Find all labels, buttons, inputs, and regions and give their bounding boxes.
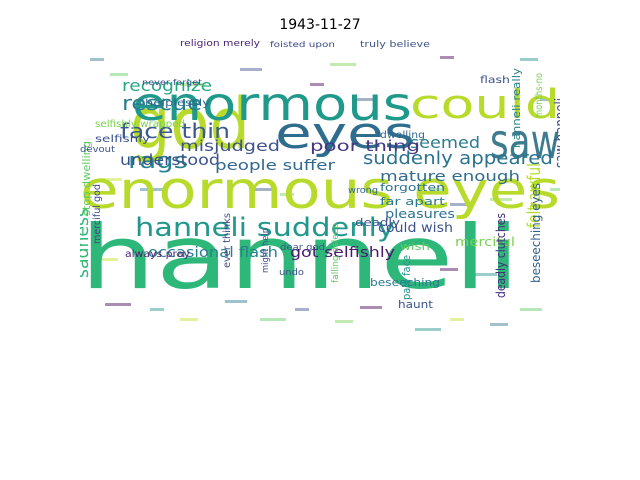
filler-word-mark	[430, 188, 444, 191]
cloud-word: stop dwelling	[80, 141, 93, 216]
cloud-word: beseeching	[370, 276, 440, 289]
cloud-word: misjudged	[180, 137, 280, 155]
cloud-word: deadly	[355, 216, 401, 229]
cloud-word: sadness	[80, 208, 93, 278]
filler-word-mark	[355, 98, 377, 101]
filler-word-mark	[450, 318, 464, 321]
filler-word-mark	[92, 258, 118, 261]
cloud-word: got selfishly	[290, 245, 395, 261]
cloud-word: haunt	[398, 298, 434, 311]
filler-word-mark	[450, 203, 468, 206]
filler-word-mark	[180, 318, 198, 321]
cloud-word: people suffer	[215, 158, 335, 174]
filler-word-mark	[330, 63, 356, 66]
filler-word-mark	[260, 318, 286, 321]
cloud-word: hanneli suddenly	[135, 213, 395, 243]
filler-word-mark	[310, 83, 324, 86]
cloud-word: dear god	[280, 243, 325, 253]
cloud-word: recognize	[122, 76, 212, 95]
cloud-word: hanneli really	[510, 67, 523, 148]
cloud-word: religion merely	[180, 39, 261, 49]
cloud-word: could wish	[378, 221, 453, 236]
figure-title: 1943-11-27	[279, 17, 361, 33]
cloud-word: falling asleep	[331, 223, 341, 283]
cloud-word: poor thing	[310, 137, 420, 155]
cloud-word: wrong	[348, 186, 378, 196]
filler-word-mark	[150, 308, 164, 311]
cloud-word: seemed	[410, 133, 480, 152]
cloud-word: face thin	[120, 119, 230, 143]
cloud-word: ever thinks	[222, 213, 233, 268]
cloud-word: months-no	[534, 73, 545, 118]
cloud-word: wish	[400, 240, 430, 253]
cloud-word: could	[410, 82, 560, 128]
cloud-word: enormous eyes	[80, 161, 560, 221]
filler-word-mark	[415, 328, 441, 331]
cloud-word: felt awful	[524, 163, 545, 228]
cloud-word: dwelling	[380, 130, 425, 141]
filler-word-mark	[90, 58, 104, 61]
cloud-word: mature enough	[380, 169, 520, 185]
cloud-word: saw hanneli	[553, 98, 560, 168]
cloud-word: understood	[120, 151, 220, 169]
cloud-word: rags	[128, 149, 188, 174]
cloud-word: suddenly appeared	[363, 148, 553, 169]
cloud-word: occasional flash	[148, 245, 278, 261]
filler-word-mark	[490, 198, 512, 201]
filler-word-mark	[540, 98, 554, 101]
cloud-word: deadly clutches	[494, 213, 508, 298]
filler-word-mark	[240, 68, 262, 71]
cloud-word: truly believe	[360, 40, 431, 50]
filler-word-mark	[225, 300, 247, 303]
cloud-word: undo	[279, 268, 305, 278]
cloud-word: merciful god	[92, 184, 103, 244]
filler-word-mark	[110, 73, 128, 76]
filler-word-mark	[250, 188, 276, 191]
cloud-word: never forget	[142, 78, 202, 87]
filler-word-mark	[520, 308, 542, 311]
cloud-word: selfishly	[95, 134, 150, 145]
cloud-word: foisted upon	[270, 40, 335, 49]
filler-word-mark	[280, 193, 294, 196]
cloud-word: forgotten	[380, 181, 445, 194]
cloud-word: always pray	[125, 249, 190, 260]
filler-word-mark	[360, 306, 382, 309]
cloud-word: eyes	[275, 108, 415, 159]
cloud-word: pale face	[400, 255, 413, 300]
cloud-word: helplessly	[145, 98, 210, 109]
cloud-word: saw	[490, 114, 560, 170]
cloud-word: selfishly wrapped	[95, 119, 185, 130]
filler-word-mark	[100, 178, 122, 181]
cloud-word: god	[130, 83, 250, 165]
cloud-word: hanneli	[80, 206, 520, 309]
filler-word-mark	[335, 320, 353, 323]
filler-word-mark	[180, 83, 206, 86]
cloud-word: pleasures	[385, 207, 455, 221]
cloud-word: flash	[480, 75, 510, 86]
cloud-word: enormous	[132, 77, 412, 131]
filler-word-mark	[440, 56, 454, 59]
filler-word-mark	[490, 323, 508, 326]
cloud-word: beseeching eyes	[529, 183, 543, 283]
filler-word-mark	[520, 58, 538, 61]
filler-word-mark	[140, 188, 166, 191]
filler-word-mark	[550, 188, 560, 191]
filler-word-mark	[475, 273, 497, 276]
filler-word-mark	[440, 268, 458, 271]
cloud-word: rescue	[122, 91, 202, 115]
filler-word-mark	[105, 303, 131, 306]
cloud-word: far apart	[380, 195, 446, 208]
cloud-word: merciful	[455, 235, 515, 249]
cloud-word: might help	[261, 228, 271, 273]
filler-word-mark	[295, 308, 309, 311]
cloud-word: devout	[80, 145, 116, 155]
